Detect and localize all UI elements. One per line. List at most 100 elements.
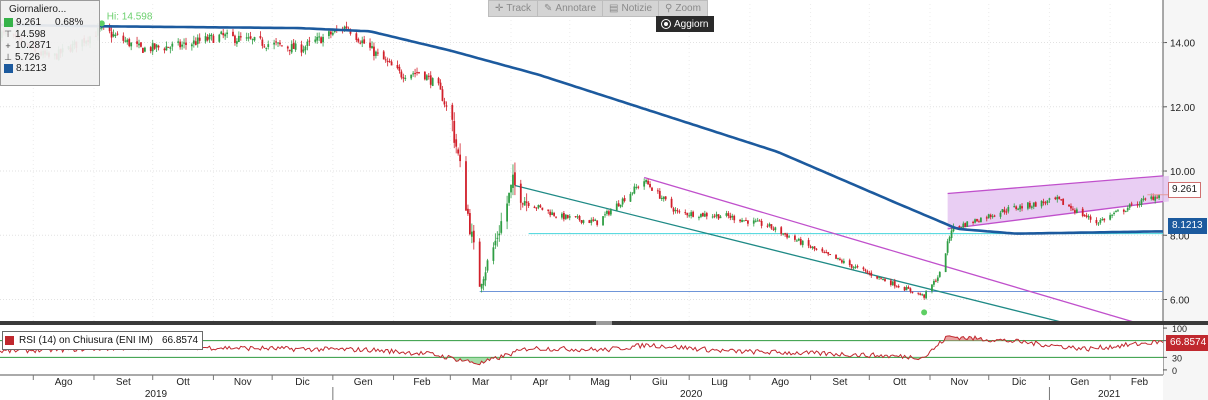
rsi-swatch-icon [5, 336, 14, 345]
candle-body [218, 34, 221, 42]
price-tick-label: 6.00 [1170, 296, 1190, 307]
candle-body [602, 216, 604, 226]
candle-body [884, 279, 886, 282]
refresh-icon [662, 20, 670, 28]
candle-body [637, 186, 640, 188]
candle-body [357, 38, 360, 42]
legend-low-value: 5.726 [15, 51, 41, 63]
news-button[interactable]: ▤ Notizie [603, 1, 660, 16]
month-label: Apr [533, 377, 549, 388]
legend-low-row: ⊥ 5.726 [1, 52, 99, 64]
candle-body [514, 172, 516, 186]
track-button[interactable]: ✛ Track [489, 1, 539, 16]
candle-body [623, 198, 626, 202]
month-label: Gen [354, 377, 373, 388]
rising-channel-fill [947, 175, 1169, 229]
candle-body [727, 213, 730, 216]
candle-body [662, 196, 665, 199]
refresh-button[interactable]: Aggiorn [656, 16, 715, 32]
price-legend: Giornaliero... 9.261 0.68% ⊤ 14.598 + 10… [0, 0, 100, 86]
candle-body [453, 120, 456, 143]
moving-average-line [0, 23, 1163, 235]
candle-body [527, 202, 530, 206]
candle-body [114, 34, 117, 36]
candle-body [882, 279, 884, 281]
candle-body [1017, 208, 1020, 210]
candle-body [617, 203, 620, 207]
candle-body [839, 258, 841, 261]
candle-body [1028, 202, 1031, 208]
month-label: Giu [652, 377, 668, 388]
candle-body [472, 230, 475, 243]
candle-body [725, 213, 728, 216]
candle-body [459, 154, 462, 162]
candle-body [314, 39, 317, 42]
candle-body [794, 235, 796, 240]
candle-body [437, 78, 440, 84]
candle-body [795, 240, 798, 242]
refresh-label: Aggiorn [674, 18, 709, 30]
candle-body [1126, 208, 1129, 211]
candle-body [373, 46, 375, 57]
candle-body [989, 214, 992, 217]
candle-body [1013, 206, 1016, 208]
candle-body [157, 45, 160, 48]
high-annotation: Hi: 14.598 [107, 11, 153, 22]
candle-body [1138, 204, 1141, 206]
candle-body [232, 31, 234, 37]
candle-body [277, 42, 279, 44]
candle-body [715, 214, 718, 217]
candle-body [758, 220, 761, 222]
candle-body [153, 43, 156, 49]
candle-body [535, 207, 538, 209]
candle-body [686, 212, 689, 216]
candle-body [1113, 212, 1115, 214]
candle-body [842, 260, 845, 263]
candle-body [1034, 202, 1037, 207]
candle-body [1032, 202, 1035, 207]
candle-body [647, 180, 649, 185]
candle-body [185, 42, 187, 45]
rsi-tick-label: 30 [1172, 353, 1182, 363]
average-marker-icon: + [5, 40, 11, 51]
candle-body [519, 183, 522, 203]
candle-body [320, 37, 322, 44]
candle-body [674, 209, 677, 212]
candle-body [878, 276, 881, 278]
candle-body [1075, 209, 1078, 213]
zoom-button[interactable]: ⚲ Zoom [659, 1, 707, 16]
candle-body [1003, 209, 1006, 213]
candle-body [467, 208, 469, 214]
legend-last-row: 9.261 0.68% [1, 17, 99, 29]
candle-body [138, 43, 140, 46]
month-label: Lug [711, 377, 728, 388]
month-label: Feb [1131, 377, 1149, 388]
candle-body [780, 227, 783, 234]
annotate-button[interactable]: ✎ Annotare [538, 1, 604, 16]
candle-body [126, 39, 129, 43]
candle-body [1154, 196, 1157, 201]
candle-body [1007, 207, 1010, 212]
candle-body [116, 33, 119, 35]
candle-body [163, 48, 166, 51]
candle-body [398, 66, 401, 71]
candle-body [142, 47, 144, 53]
candle-body [1060, 199, 1063, 201]
year-label: 2019 [145, 389, 168, 400]
candle-body [388, 61, 391, 63]
candle-body [799, 238, 802, 245]
candle-body [645, 179, 648, 183]
candle-body [976, 218, 978, 222]
candle-body [498, 233, 501, 236]
candle-body [508, 192, 510, 203]
candle-body [140, 42, 142, 47]
candle-body [596, 220, 599, 225]
candle-body [889, 280, 892, 285]
candle-body [719, 216, 722, 219]
candle-body [1042, 201, 1045, 203]
candle-body [931, 284, 933, 292]
rsi-legend: RSI (14) on Chiusura (ENI IM) 66.8574 [2, 331, 204, 350]
candle-body [766, 225, 769, 227]
rsi-tick-label: 0 [1172, 366, 1177, 376]
trend-line [947, 175, 1164, 195]
